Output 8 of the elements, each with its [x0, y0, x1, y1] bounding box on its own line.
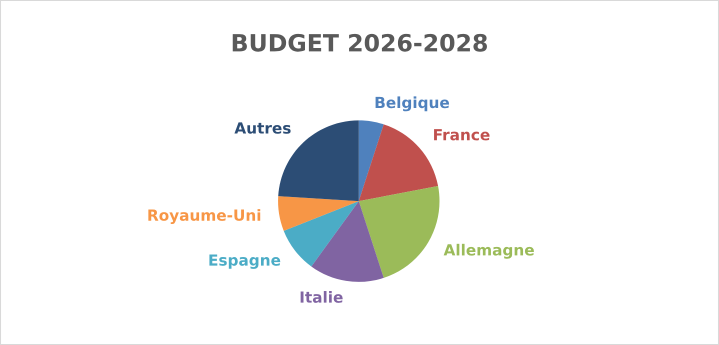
slice-label: France: [434, 129, 490, 140]
slice-label: Autres: [234, 122, 291, 134]
chart-title: BUDGET 2026-2028: [232, 34, 487, 52]
slice-label: Italie: [300, 291, 343, 303]
slice-label: Allemagne: [444, 244, 534, 259]
slice-label: Espagne: [209, 254, 280, 269]
slice-label: Royaume-Uni: [148, 209, 260, 224]
slice-label: Belgique: [376, 96, 450, 112]
